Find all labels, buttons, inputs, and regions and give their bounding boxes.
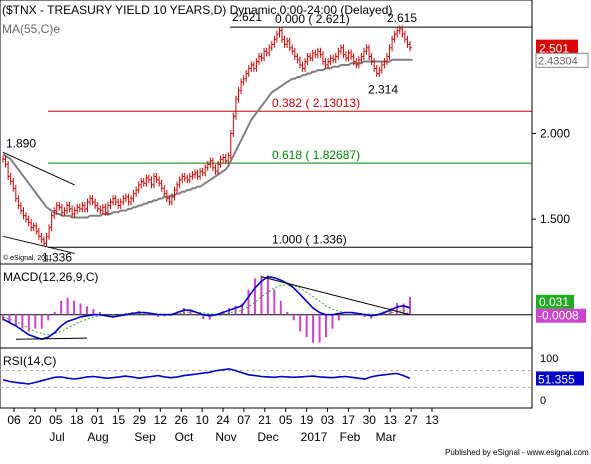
price-annotation: 1.336 xyxy=(42,250,72,264)
x-tick-label: 05 xyxy=(279,413,293,427)
price-chart: 0.000 ( 2.621) 0.382 ( 2.13013) 0.618 ( 1.… xyxy=(2,10,532,264)
rsi-title: RSI(14,C) xyxy=(3,354,56,368)
x-tick-label: 13 xyxy=(425,413,439,427)
macd-value-label: 0.031 xyxy=(539,295,569,309)
x-tick-label: 13 xyxy=(384,413,398,427)
macd-signal-label: -0.0008 xyxy=(538,309,579,323)
x-month-label: Oct xyxy=(175,430,194,444)
macd-chart xyxy=(0,275,532,343)
trendline-upper xyxy=(2,151,75,186)
x-month-label: Jul xyxy=(49,430,64,444)
x-month-label: Feb xyxy=(340,430,361,444)
macd-trendline-upper xyxy=(261,276,411,316)
x-tick-label: 15 xyxy=(112,413,126,427)
x-month-label: Dec xyxy=(257,430,278,444)
x-tick-label: 27 xyxy=(404,413,418,427)
rsi-tick-label: 0 xyxy=(540,395,546,407)
ma-value-label: 2.43304 xyxy=(538,55,578,67)
fib-level-label: 0.618 ( 1.82687) xyxy=(272,148,360,162)
trendline-lower xyxy=(2,235,75,254)
axes: 1.5002.0002.5012.433040.031-0.0008100051… xyxy=(7,39,589,444)
rsi-value-label: 51.355 xyxy=(538,372,575,386)
macd-signal-badge xyxy=(536,308,586,323)
y-tick-label: 2.000 xyxy=(540,127,570,141)
copyright: © eSignal, 2011 xyxy=(3,254,53,262)
x-month-label: Aug xyxy=(87,430,108,444)
ma-line xyxy=(2,58,413,219)
macd-value-badge xyxy=(536,294,574,309)
last-price-label: 2.501 xyxy=(539,42,569,56)
macd-line xyxy=(2,275,411,341)
rsi-tick-label: 100 xyxy=(540,353,558,365)
x-tick-label: 06 xyxy=(7,413,21,427)
x-tick-label: 01 xyxy=(91,413,105,427)
rsi-value-badge xyxy=(536,371,584,386)
price-annotation: 2.615 xyxy=(387,11,417,25)
fib-level-label: 0.000 ( 2.621) xyxy=(275,12,350,26)
x-tick-label: 18 xyxy=(70,413,84,427)
x-tick-label: 21 xyxy=(258,413,272,427)
x-tick-label: 05 xyxy=(49,413,63,427)
x-tick-label: 12 xyxy=(154,413,168,427)
x-tick-label: 19 xyxy=(300,413,314,427)
x-tick-label: 24 xyxy=(216,413,230,427)
x-month-label: Sep xyxy=(134,430,156,444)
fib-level-label: 0.382 ( 2.13013) xyxy=(272,96,360,110)
ma-value-badge xyxy=(535,52,589,68)
x-month-label: Mar xyxy=(376,430,397,444)
rsi-chart xyxy=(0,368,532,388)
macd-signal-line xyxy=(2,283,411,336)
macd-title: MACD(12,26,9,C) xyxy=(3,270,98,284)
x-tick-label: 10 xyxy=(195,413,209,427)
footer-credit: Published by eSignal - www.esignal.com xyxy=(445,448,589,457)
y-tick-label: 1.500 xyxy=(540,212,570,226)
x-tick-label: 30 xyxy=(363,413,377,427)
price-panel xyxy=(0,0,533,265)
price-annotation: 2.621 xyxy=(232,10,262,24)
x-tick-label: 26 xyxy=(175,413,189,427)
chart-title: ($TNX - TREASURY YIELD 10 YEARS,D) Dynam… xyxy=(2,3,392,17)
x-tick-label: 29 xyxy=(133,413,147,427)
price-annotation: 1.890 xyxy=(6,136,36,150)
rsi-line xyxy=(2,368,411,385)
ma-label: MA(55,C)e xyxy=(2,22,60,36)
fib-level-label: 1.000 ( 1.336) xyxy=(272,232,347,246)
last-price-badge xyxy=(536,39,578,56)
macd-trendline-lower xyxy=(15,337,87,340)
x-tick-label: 07 xyxy=(237,413,251,427)
x-tick-label: 03 xyxy=(321,413,335,427)
price-annotation: 2.314 xyxy=(368,83,398,97)
x-month-label: 2017 xyxy=(301,430,328,444)
x-tick-label: 20 xyxy=(28,413,42,427)
x-tick-label: 17 xyxy=(342,413,356,427)
x-month-label: Nov xyxy=(215,430,236,444)
